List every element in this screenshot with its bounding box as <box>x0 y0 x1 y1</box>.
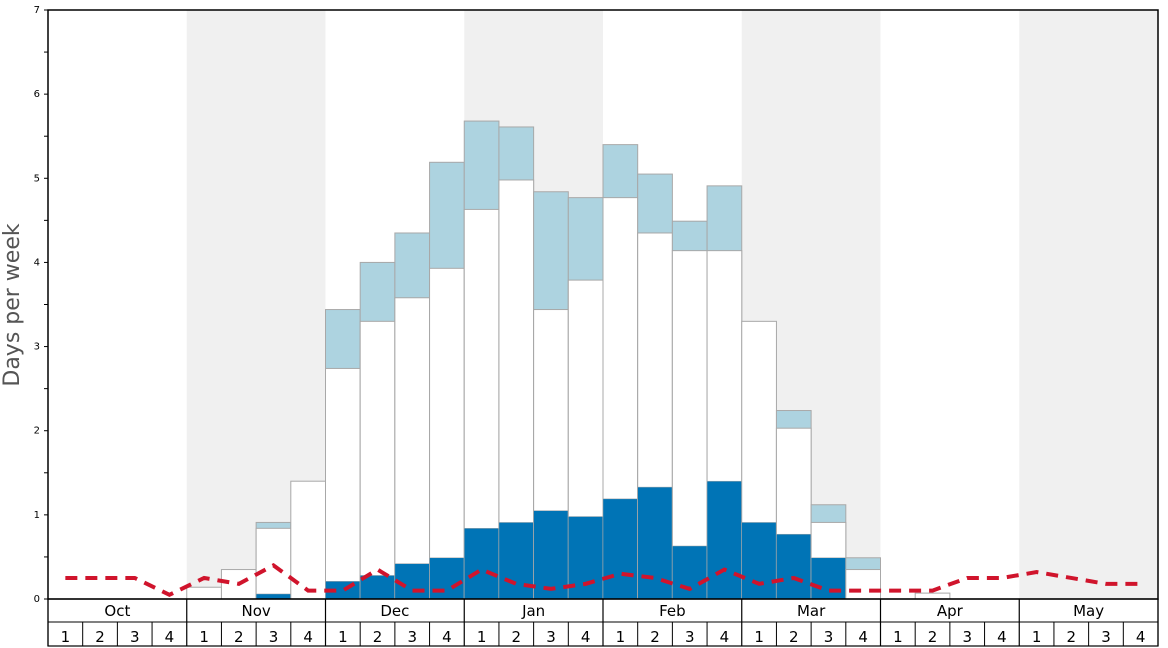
week-label: 2 <box>928 628 938 646</box>
y-tick-label: 5 <box>34 173 40 184</box>
y-tick-label: 4 <box>34 257 40 268</box>
bar-white <box>186 586 222 600</box>
bar-white <box>359 320 396 600</box>
month-label: Oct <box>104 602 130 620</box>
week-label: 1 <box>754 628 764 646</box>
week-label: 2 <box>789 628 799 646</box>
week-label: 2 <box>234 628 244 646</box>
week-label: 4 <box>1136 628 1146 646</box>
plot-frame <box>47 9 1159 600</box>
y-tick-label: 6 <box>34 89 40 100</box>
y-tick-label: 3 <box>34 342 40 353</box>
bar-white <box>845 569 881 600</box>
week-label: 1 <box>616 628 626 646</box>
week-label: 3 <box>407 628 417 646</box>
week-label: 4 <box>303 628 313 646</box>
month-label: Apr <box>937 602 964 620</box>
bar-dark <box>741 522 777 600</box>
bar-white <box>914 592 951 600</box>
week-label: 1 <box>893 628 903 646</box>
bar-dark <box>533 510 569 600</box>
month-label: Dec <box>380 602 409 620</box>
bar-dark <box>464 528 500 600</box>
bar-series <box>186 120 951 600</box>
week-label: 2 <box>95 628 105 646</box>
month-label: Feb <box>659 602 686 620</box>
y-axis-label: Days per week <box>0 223 25 386</box>
month-label: Jan <box>521 602 545 620</box>
month-label: Mar <box>797 602 826 620</box>
week-label: 3 <box>130 628 140 646</box>
week-label: 1 <box>338 628 348 646</box>
week-label: 1 <box>477 628 487 646</box>
week-label: 3 <box>546 628 556 646</box>
y-tick-label: 7 <box>34 5 40 16</box>
week-label: 1 <box>199 628 209 646</box>
month-label: May <box>1073 602 1104 620</box>
bar-dark <box>429 557 465 600</box>
bar-dark <box>672 545 708 600</box>
week-label: 3 <box>1101 628 1111 646</box>
y-tick-label: 2 <box>34 426 40 437</box>
week-label: 4 <box>858 628 868 646</box>
week-label: 4 <box>442 628 452 646</box>
week-label: 2 <box>512 628 522 646</box>
week-label: 4 <box>997 628 1007 646</box>
y-tick-label: 0 <box>34 594 40 605</box>
bar-dark <box>810 557 847 600</box>
y-axis: 0 1 2 3 4 5 6 7 <box>34 5 48 605</box>
week-label: 3 <box>685 628 695 646</box>
bar-dark <box>255 593 292 600</box>
shade-band-may <box>1019 10 1158 599</box>
week-label: 3 <box>962 628 972 646</box>
week-label: 1 <box>1032 628 1042 646</box>
week-label: 2 <box>1067 628 1077 646</box>
week-label: 2 <box>373 628 383 646</box>
week-label: 2 <box>650 628 660 646</box>
week-label: 4 <box>165 628 175 646</box>
bar-white <box>429 267 465 600</box>
week-label: 3 <box>269 628 279 646</box>
bar-white <box>394 297 431 600</box>
bar-dark <box>706 480 742 600</box>
month-label: Nov <box>241 602 270 620</box>
bar-white <box>671 250 708 600</box>
trend-path <box>65 562 1141 598</box>
bar-dark <box>602 498 638 600</box>
x-axis: Oct 1 2 3 4 Nov 1 2 3 4 Dec 1 2 3 4 Jan 1 2 3 4 Feb 1 2 3 4 Mar 1 2… <box>47 598 1159 647</box>
trend-line <box>65 562 1141 598</box>
bar-dark <box>776 533 812 600</box>
week-label: 1 <box>61 628 71 646</box>
bar-white <box>325 367 361 600</box>
week-label: 4 <box>581 628 591 646</box>
bar-dark <box>394 563 430 600</box>
y-tick-label: 1 <box>34 510 40 521</box>
week-label: 4 <box>720 628 730 646</box>
week-label: 3 <box>824 628 834 646</box>
